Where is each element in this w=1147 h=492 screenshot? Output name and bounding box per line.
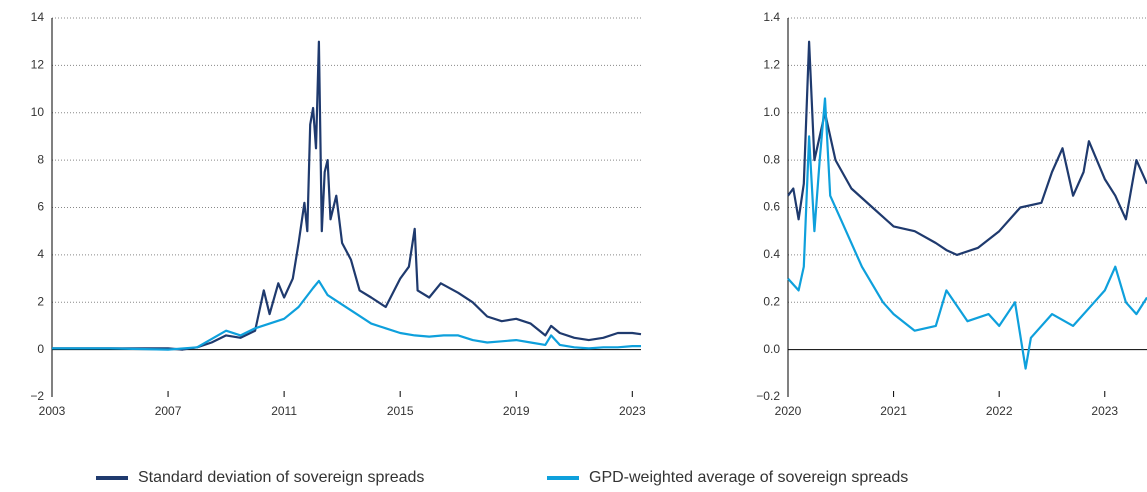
series-line bbox=[787, 97, 1147, 370]
x-tick-label: 2019 bbox=[503, 404, 530, 418]
x-tick-label: 2022 bbox=[986, 404, 1013, 418]
x-tick-label: 2023 bbox=[619, 404, 646, 418]
y-tick-label: −2 bbox=[30, 389, 44, 403]
y-tick-label: 0.0 bbox=[763, 342, 780, 356]
x-tick-label: 2015 bbox=[387, 404, 414, 418]
y-tick-label: 4 bbox=[37, 247, 44, 261]
y-tick-label: 2 bbox=[37, 294, 44, 308]
y-tick-label: 0.4 bbox=[763, 247, 780, 261]
x-tick-label: 2021 bbox=[880, 404, 907, 418]
y-tick-label: −0.2 bbox=[756, 389, 780, 403]
y-tick-label: 0.6 bbox=[763, 200, 780, 214]
x-tick-label: 2003 bbox=[39, 404, 66, 418]
y-tick-label: 1.4 bbox=[763, 10, 780, 24]
y-tick-label: 8 bbox=[37, 152, 44, 166]
legend-label: GPD-weighted average of sovereign spread… bbox=[589, 469, 908, 486]
y-tick-label: 0 bbox=[37, 342, 44, 356]
y-tick-label: 14 bbox=[31, 10, 45, 24]
x-tick-label: 2007 bbox=[155, 404, 182, 418]
x-tick-label: 2020 bbox=[775, 404, 802, 418]
legend-label: Standard deviation of sovereign spreads bbox=[138, 469, 424, 486]
y-tick-label: 1.0 bbox=[763, 105, 780, 119]
y-tick-label: 0.8 bbox=[763, 152, 780, 166]
y-tick-label: 0.2 bbox=[763, 294, 780, 308]
y-tick-label: 1.2 bbox=[763, 58, 780, 72]
y-tick-label: 6 bbox=[37, 200, 44, 214]
x-tick-label: 2011 bbox=[271, 404, 297, 418]
series-line bbox=[52, 279, 641, 351]
series-line bbox=[787, 40, 1147, 256]
series-line bbox=[52, 40, 642, 351]
y-tick-label: 12 bbox=[31, 58, 45, 72]
x-tick-label: 2023 bbox=[1091, 404, 1118, 418]
y-tick-label: 10 bbox=[31, 105, 45, 119]
